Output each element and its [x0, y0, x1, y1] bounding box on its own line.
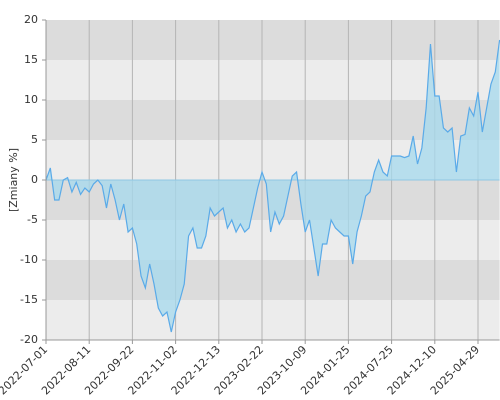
y-tick-label: 5 — [31, 133, 38, 146]
y-axis-label: [Zmiany %] — [7, 148, 20, 212]
y-tick-label: -5 — [27, 213, 38, 226]
band — [46, 20, 500, 60]
line — [45, 39, 500, 333]
y-tick-label: 0 — [31, 173, 38, 186]
band — [46, 260, 500, 300]
y-tick-label: -20 — [20, 333, 38, 346]
y-tick-label: 20 — [24, 13, 38, 26]
y-tick-label: -10 — [20, 253, 38, 266]
y-tick-label: -15 — [20, 293, 38, 306]
band — [46, 60, 500, 100]
band — [46, 300, 500, 340]
area — [46, 40, 500, 332]
band — [46, 220, 500, 260]
y-tick-label: 10 — [24, 93, 38, 106]
y-tick-label: 15 — [24, 53, 38, 66]
